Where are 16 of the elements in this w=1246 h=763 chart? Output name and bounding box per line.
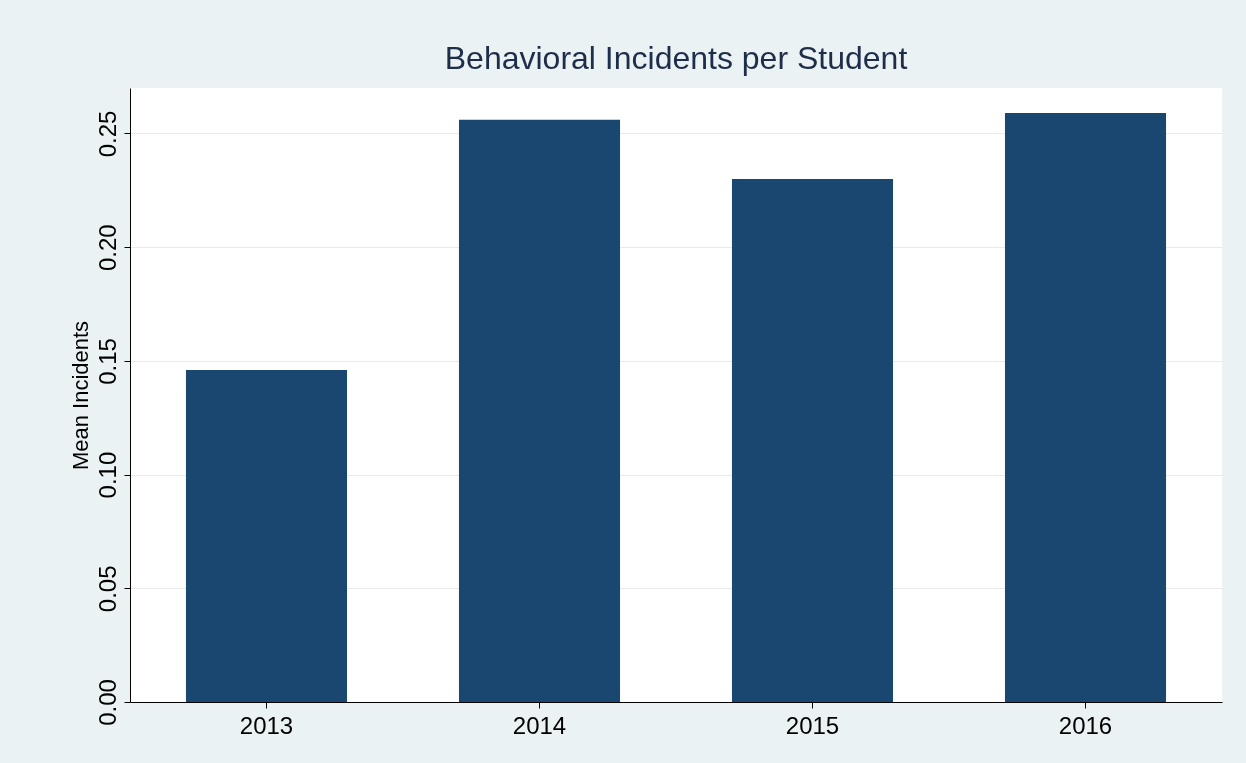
x-tick-label: 2014	[512, 711, 567, 739]
y-tick-label: 0.10	[93, 451, 121, 499]
y-tick-label: 0.25	[93, 110, 121, 158]
y-tick-label: 0.20	[93, 224, 121, 272]
bar	[1004, 113, 1167, 702]
bar	[458, 119, 621, 702]
y-tick-label: 0.05	[93, 565, 121, 613]
x-tick-label: 2015	[785, 711, 840, 739]
x-tick-label: 2013	[239, 711, 294, 739]
y-axis-title: Mean Incidents	[67, 320, 93, 471]
y-tick-label: 0.00	[93, 679, 121, 726]
chart-title: Behavioral Incidents per Student	[444, 40, 908, 76]
x-tick-label: 2016	[1058, 711, 1113, 739]
y-tick-label: 0.15	[93, 338, 121, 385]
bar	[731, 178, 894, 702]
bar	[185, 369, 348, 702]
